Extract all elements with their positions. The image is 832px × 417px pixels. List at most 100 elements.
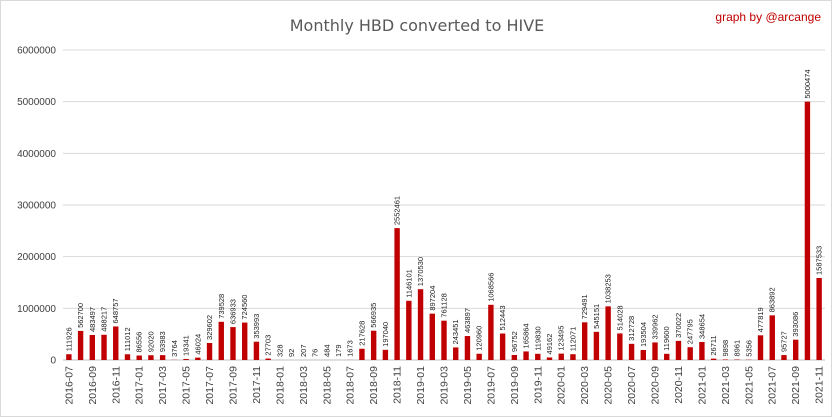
- data-label: 111926: [64, 327, 73, 351]
- data-label: 312728: [627, 316, 636, 341]
- x-tick-label: 2017-03: [157, 366, 169, 405]
- data-label: 562700: [76, 303, 85, 328]
- bar: [218, 321, 224, 360]
- data-label: 112071: [568, 327, 577, 351]
- x-tick-label: 2021-03: [720, 366, 732, 405]
- data-label: 339962: [651, 314, 660, 339]
- chart-title: Monthly HBD converted to HIVE: [290, 16, 545, 35]
- data-label: 76: [311, 349, 320, 357]
- y-tick-label: 4000000: [17, 149, 56, 160]
- data-label: 484: [322, 344, 331, 357]
- bar: [710, 358, 717, 360]
- x-axis: 2016-07 2016-09 2016-11 2017-01 2017-03 2017-…: [63, 366, 825, 405]
- data-label: 545151: [592, 304, 601, 329]
- x-tick-label: 2018-05: [321, 366, 333, 405]
- data-label: 648757: [111, 298, 120, 323]
- bar: [441, 320, 447, 360]
- x-tick-label: 2021-11: [814, 366, 826, 404]
- bar: [66, 354, 72, 360]
- bar: [581, 322, 588, 360]
- x-tick-label: 2017-09: [227, 366, 239, 405]
- bar: [511, 355, 518, 360]
- bar: [535, 353, 541, 360]
- data-label: 26711: [709, 335, 718, 355]
- data-label: 19341: [182, 335, 191, 356]
- y-tick-label: 6000000: [17, 46, 56, 57]
- bar: [242, 322, 248, 360]
- bar: [664, 353, 670, 360]
- bar: [640, 350, 646, 360]
- x-tick-label: 2017-07: [204, 366, 216, 405]
- bar: [675, 340, 682, 360]
- x-tick-label: 2018-11: [392, 366, 404, 404]
- data-label: 5356: [744, 340, 753, 357]
- data-label: 86556: [135, 332, 144, 353]
- x-tick-label: 2019-03: [439, 366, 451, 405]
- bar: [781, 355, 787, 360]
- bar: [593, 331, 600, 360]
- data-label: 92020: [146, 331, 155, 352]
- x-tick-label: 2021-01: [696, 366, 708, 405]
- data-label: 1068566: [486, 273, 495, 302]
- data-label: 1673: [346, 340, 355, 357]
- data-label: 477819: [756, 307, 765, 332]
- x-tick-label: 2020-01: [556, 366, 568, 405]
- data-label: 1587533: [815, 246, 824, 275]
- data-label: 1038253: [604, 274, 613, 303]
- y-tick-label: 5000000: [17, 97, 56, 108]
- x-tick-label: 2020-05: [603, 366, 615, 405]
- data-label: 3764: [170, 340, 179, 357]
- data-label: 197040: [381, 322, 390, 347]
- x-tick-label: 2016-07: [63, 366, 75, 405]
- data-label: 512443: [498, 305, 507, 330]
- bar: [558, 353, 564, 360]
- y-axis: 0 1000000 2000000 3000000 4000000 5000000 6000…: [17, 46, 56, 367]
- bar: [464, 336, 471, 360]
- y-tick-label: 0: [50, 356, 56, 367]
- bar: [148, 355, 154, 360]
- chart-credit: graph by @arcange: [715, 10, 821, 24]
- data-label: 393086: [791, 312, 800, 337]
- data-label: 897204: [428, 286, 437, 311]
- data-label: 93983: [158, 331, 167, 352]
- bar: [628, 343, 635, 360]
- bar: [77, 330, 84, 360]
- bar: [792, 339, 799, 360]
- data-label: 483497: [88, 307, 97, 332]
- x-tick-label: 2018-09: [368, 366, 380, 405]
- data-label: 739528: [217, 294, 226, 319]
- bar: [113, 326, 119, 360]
- data-label: 111012: [123, 327, 132, 351]
- x-tick-label: 2020-07: [626, 366, 638, 405]
- bar: [652, 342, 658, 360]
- bar: [546, 357, 553, 360]
- bar: [206, 342, 213, 360]
- x-tick-label: 2021-07: [767, 366, 779, 405]
- data-label: 2552461: [393, 196, 402, 225]
- bar: [757, 335, 764, 360]
- bar: [769, 315, 775, 360]
- bar: [159, 355, 166, 360]
- data-label: 328: [275, 344, 284, 357]
- x-tick-label: 2018-01: [274, 366, 286, 405]
- x-tick-label: 2021-09: [790, 366, 802, 405]
- data-label: 46024: [193, 334, 202, 355]
- data-label: 243451: [451, 319, 460, 344]
- data-label: 636933: [228, 299, 237, 324]
- data-label: 724560: [240, 295, 249, 320]
- bar: [570, 354, 576, 360]
- bar: [804, 101, 811, 360]
- bar: [359, 348, 365, 360]
- y-tick-label: 1000000: [17, 304, 56, 315]
- data-label: 207: [299, 344, 308, 357]
- bar: [429, 313, 435, 360]
- data-label: 329602: [205, 315, 214, 340]
- x-tick-label: 2021-05: [743, 366, 755, 405]
- data-label: 353993: [252, 314, 261, 339]
- data-label: 566935: [369, 303, 378, 328]
- x-tick-label: 2019-11: [532, 366, 544, 404]
- data-label: 348654: [697, 314, 706, 339]
